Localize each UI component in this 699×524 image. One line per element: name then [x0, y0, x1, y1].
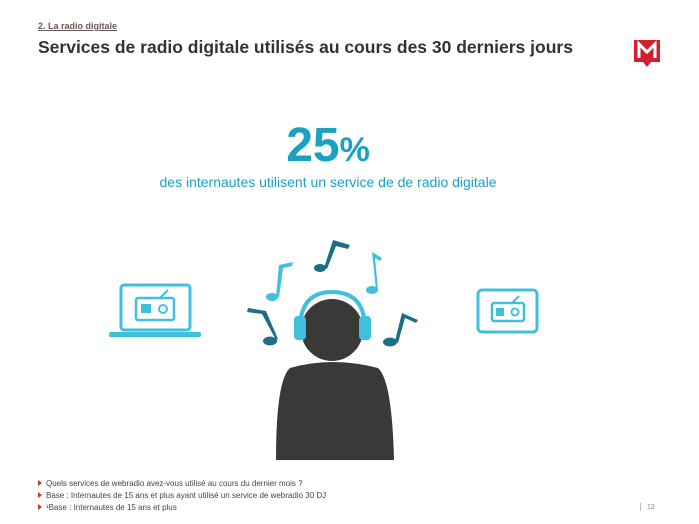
- stat-unit: %: [339, 131, 370, 169]
- page-number: 12: [640, 503, 655, 511]
- footnote: Quels services de webradio avez-vous uti…: [38, 479, 303, 488]
- music-notes: [247, 240, 418, 347]
- footnote: ¹Base : Internautes de 15 ans et plus: [38, 503, 177, 512]
- stat-number: 25: [286, 119, 340, 172]
- footnote: Base : Internautes de 15 ans et plus aya…: [38, 491, 326, 500]
- section-label: 2. La radio digitale: [38, 21, 118, 31]
- stat: 25%: [0, 118, 656, 173]
- logo: [634, 40, 660, 67]
- stat-caption: des internautes utilisent un service de …: [159, 174, 497, 190]
- person-icon: [276, 289, 394, 460]
- tablet-icon: [476, 288, 539, 334]
- laptop-icon: [109, 283, 201, 337]
- slide-title: Services de radio digitale utilisés au c…: [38, 37, 573, 57]
